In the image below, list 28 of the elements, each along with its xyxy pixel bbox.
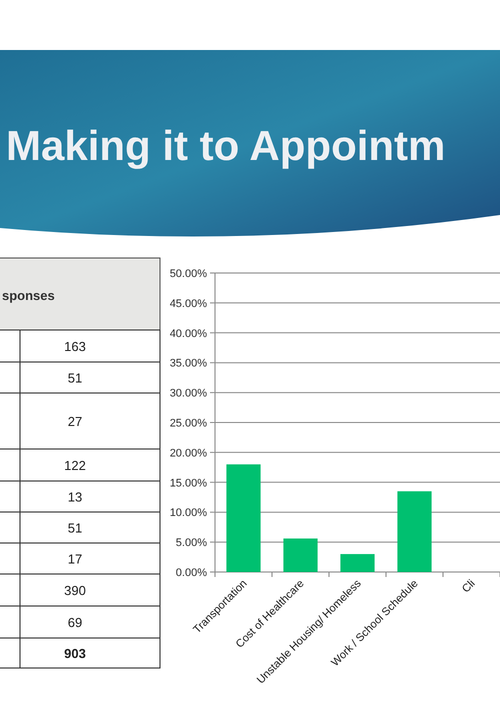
- bar: [283, 538, 318, 572]
- y-tick-label: 40.00%: [170, 328, 208, 340]
- y-tick-label: 45.00%: [170, 298, 208, 310]
- bar: [397, 491, 432, 572]
- y-tick-label: 50.00%: [170, 268, 208, 280]
- text: 163: [64, 339, 86, 354]
- text: 27: [68, 414, 82, 429]
- y-tick-label: 15.00%: [170, 477, 208, 490]
- text: 51: [68, 520, 82, 536]
- bar: [226, 464, 261, 572]
- y-tick-label: 5.00%: [176, 537, 208, 550]
- text: 69: [68, 615, 82, 630]
- text: Making it to Appointm: [6, 122, 446, 169]
- y-tick-label: 30.00%: [170, 388, 208, 400]
- y-tick-label: 25.00%: [170, 418, 208, 430]
- x-tick-label: Cli: [460, 578, 478, 596]
- text: sponses: [2, 288, 55, 303]
- text: 122: [64, 458, 86, 473]
- text: 13: [68, 490, 82, 504]
- text: 390: [64, 583, 86, 598]
- y-tick-label: 35.00%: [170, 358, 208, 370]
- text: 903: [64, 646, 86, 661]
- y-tick-label: 20.00%: [170, 447, 208, 460]
- text: 17: [68, 552, 82, 566]
- y-tick-label: 0.00%: [176, 567, 208, 579]
- y-tick-label: 10.00%: [170, 507, 208, 520]
- text: 51: [68, 370, 82, 386]
- bar: [340, 554, 375, 572]
